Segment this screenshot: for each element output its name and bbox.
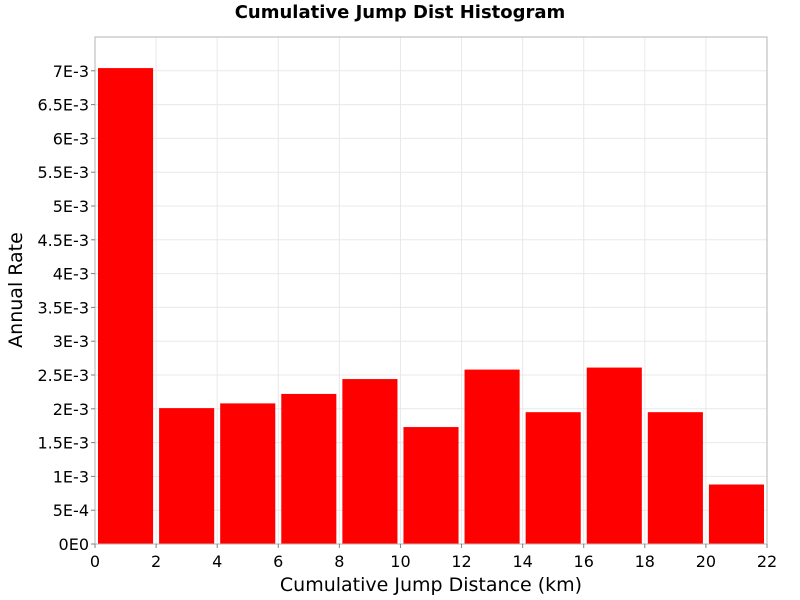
y-tick-label: 6.5E-3	[37, 96, 89, 115]
x-tick-label: 2	[151, 552, 161, 571]
x-tick-label: 4	[212, 552, 222, 571]
x-tick-label: 10	[390, 552, 410, 571]
x-tick-label: 16	[574, 552, 594, 571]
y-tick-label: 6E-3	[53, 129, 89, 148]
histogram-bar	[525, 412, 581, 544]
x-tick-label: 18	[635, 552, 655, 571]
histogram-bar	[220, 403, 276, 544]
y-tick-label: 2.5E-3	[37, 366, 89, 385]
x-axis-title: Cumulative Jump Distance (km)	[280, 574, 582, 596]
x-tick-label: 22	[757, 552, 777, 571]
x-tick-label: 20	[696, 552, 716, 571]
histogram-bar	[281, 393, 337, 544]
plot-frame	[94, 36, 768, 545]
histogram-bar	[403, 427, 459, 544]
y-tick-label: 5E-3	[53, 197, 89, 216]
chart-title: Cumulative Jump Dist Histogram	[234, 2, 566, 23]
y-axis-title: Annual Rate	[5, 232, 27, 348]
y-tick-label: 5.5E-3	[37, 163, 89, 182]
x-tick-label: 12	[451, 552, 471, 571]
histogram-bar	[159, 408, 215, 544]
y-tick-label: 4.5E-3	[37, 231, 89, 250]
y-tick-label: 0E0	[59, 535, 89, 554]
histogram-bar	[464, 369, 520, 544]
x-tick-label: 14	[512, 552, 532, 571]
x-axis: 0 2 4 6 8 10 12 14 16 18 20 22	[90, 544, 777, 571]
histogram-bar	[98, 68, 154, 544]
histogram-bar	[708, 484, 764, 544]
histogram-bar	[586, 367, 642, 544]
x-tick-label: 6	[273, 552, 283, 571]
x-tick-label: 0	[90, 552, 100, 571]
y-tick-label: 1E-3	[53, 467, 89, 486]
x-tick-label: 8	[334, 552, 344, 571]
y-tick-label: 5E-4	[53, 501, 89, 520]
y-tick-label: 2E-3	[53, 400, 89, 419]
y-tick-label: 4E-3	[53, 265, 89, 284]
y-axis: 0E0 5E-4 1E-3 1.5E-3 2E-3 2.5E-3 3E-3 3.5E-3 4E-…	[37, 62, 95, 554]
histogram-bar	[342, 379, 398, 544]
y-tick-label: 3E-3	[53, 332, 89, 351]
y-tick-label: 1.5E-3	[37, 434, 89, 453]
bars	[98, 68, 764, 544]
y-tick-label: 3.5E-3	[37, 298, 89, 317]
histogram-bar	[647, 412, 703, 544]
y-tick-label: 7E-3	[53, 62, 89, 81]
